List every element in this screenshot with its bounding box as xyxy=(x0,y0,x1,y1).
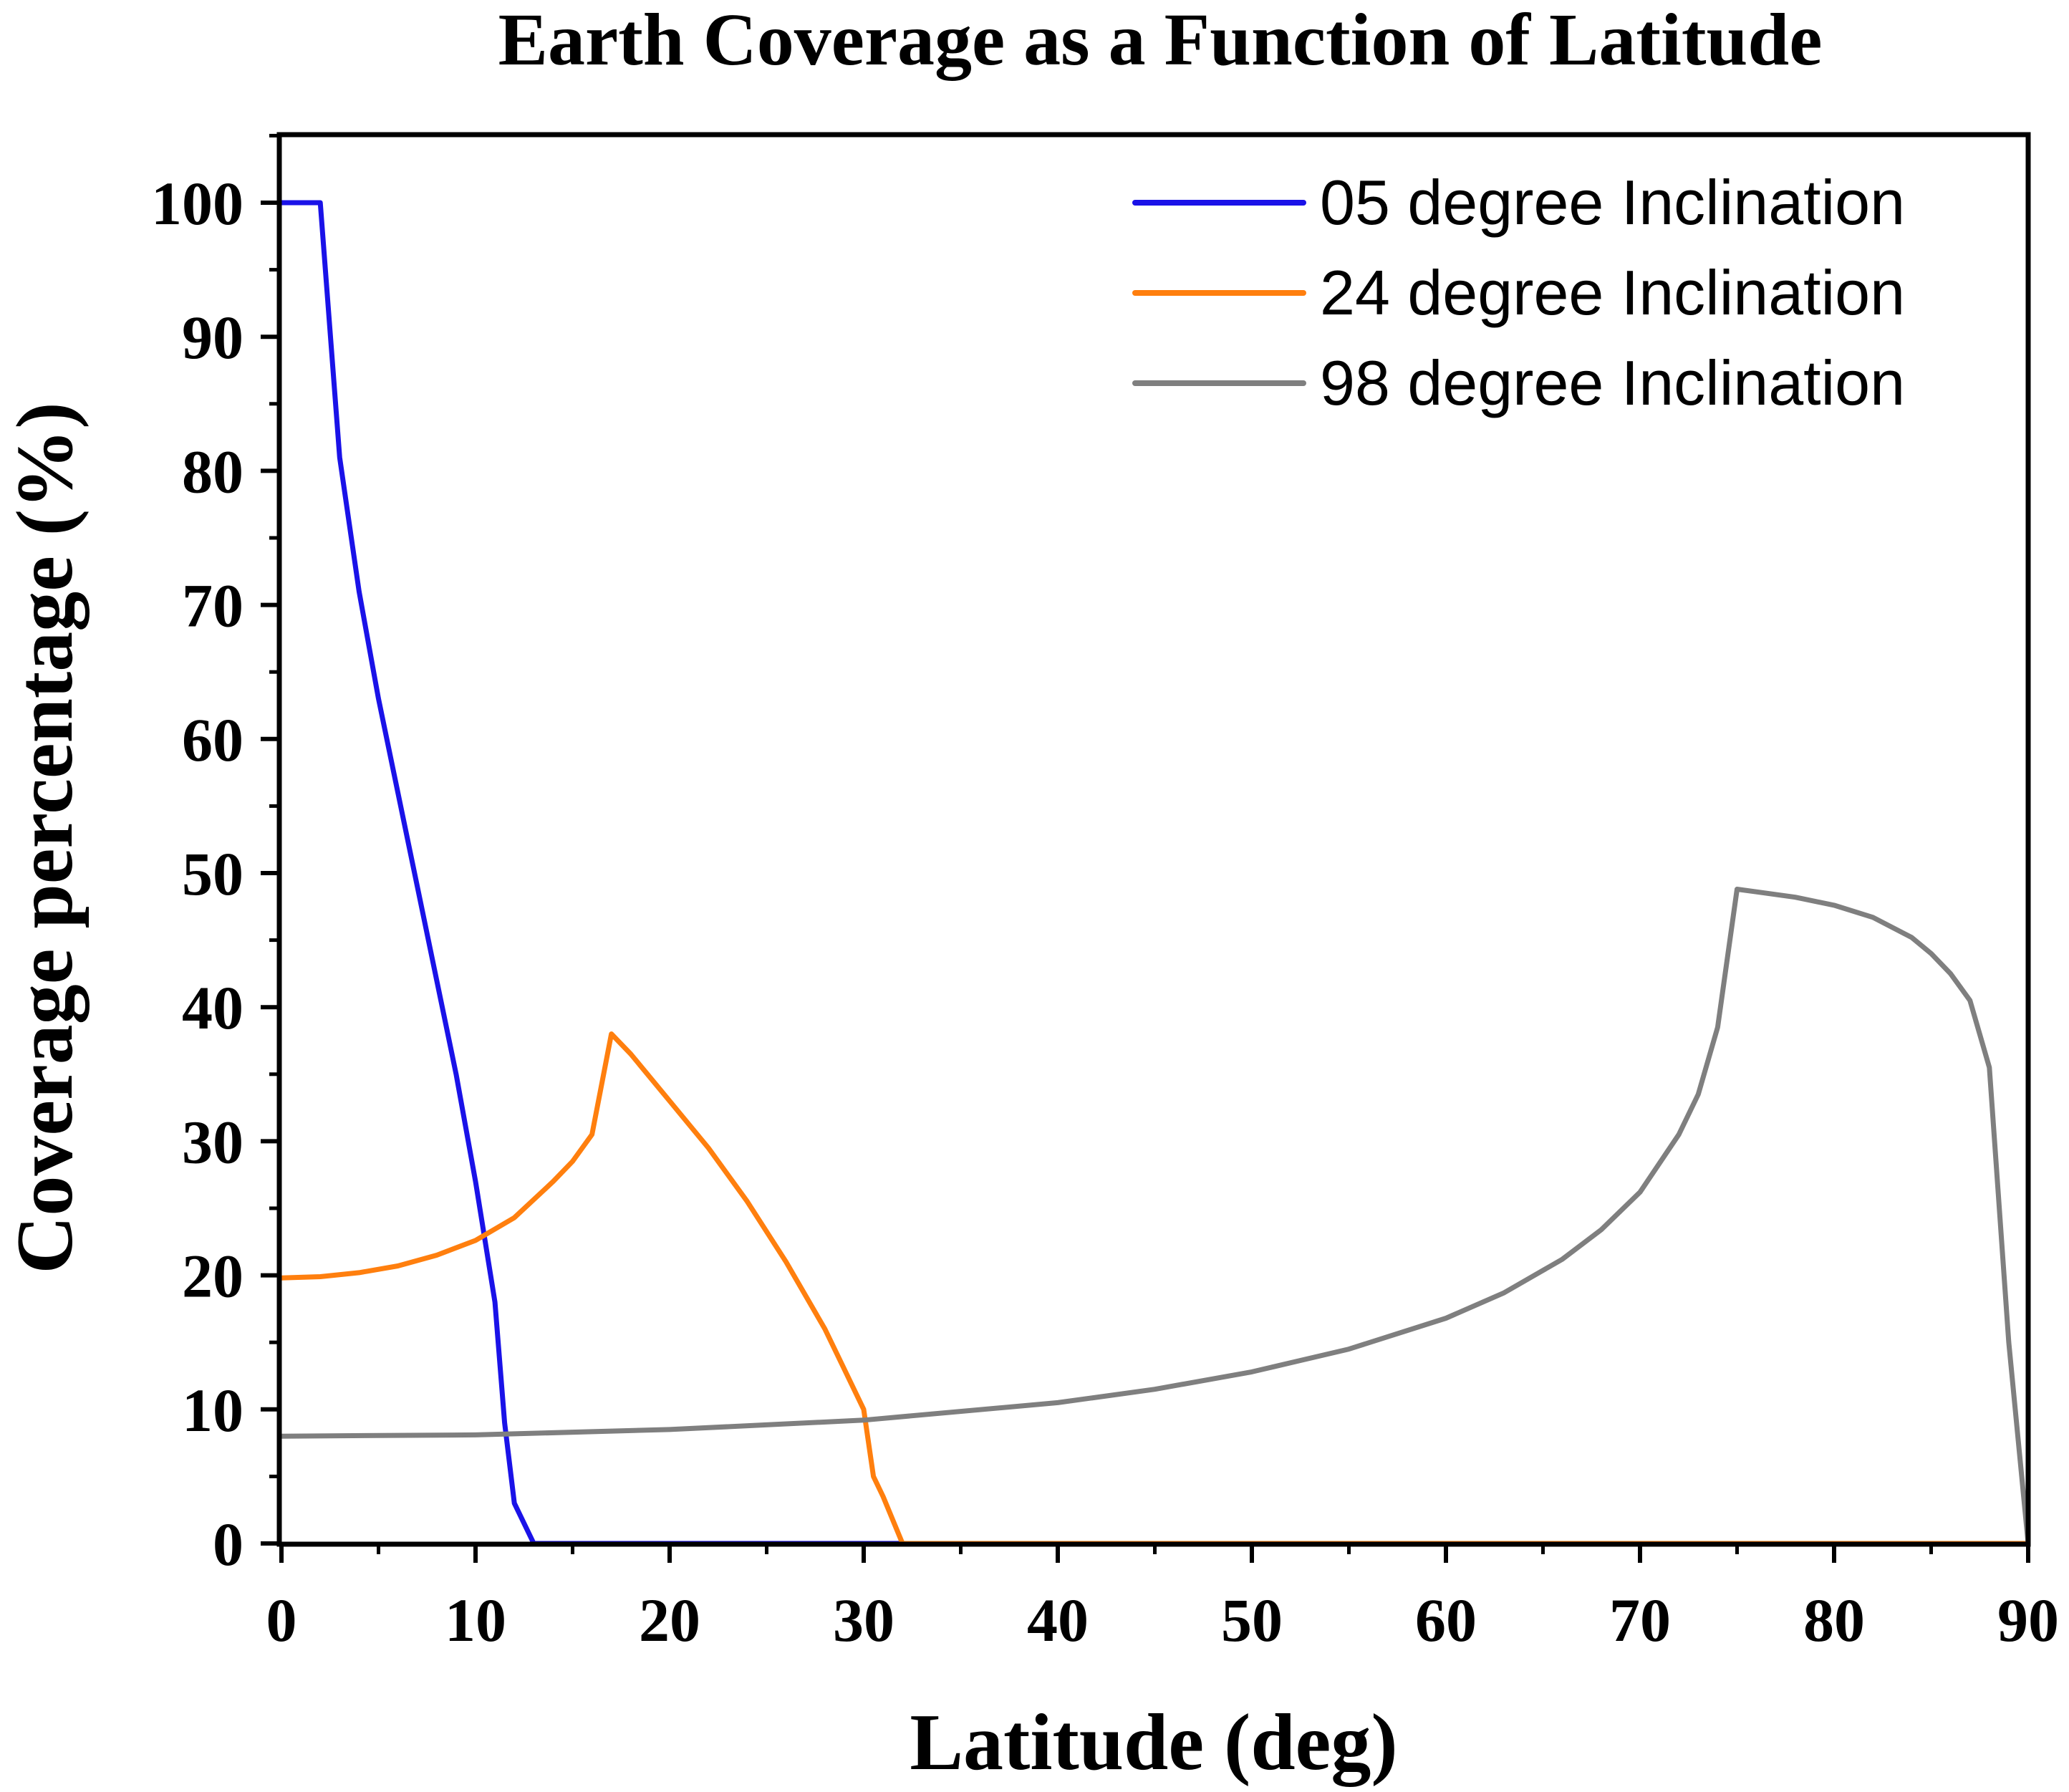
x-tick-label-20: 20 xyxy=(639,1586,700,1654)
legend: 05 degree Inclination 24 degree Inclinati… xyxy=(1132,167,1905,418)
x-tick-label-0: 0 xyxy=(266,1586,297,1654)
y-tick-label-0: 0 xyxy=(213,1510,243,1579)
axis-ticks: 0 10 20 30 40 50 60 70 80 90 0 10 20 30 40 50 60 70 80 90 10… xyxy=(151,133,2059,1654)
y-tick-label-10: 10 xyxy=(182,1376,243,1445)
x-tick-label-60: 60 xyxy=(1415,1586,1477,1654)
y-tick-label-20: 20 xyxy=(182,1242,243,1311)
chart-title: Earth Coverage as a Function of Latitude xyxy=(498,0,1823,81)
y-tick-label-100: 100 xyxy=(151,169,243,238)
x-tick-label-70: 70 xyxy=(1609,1586,1671,1654)
x-tick-label-30: 30 xyxy=(833,1586,894,1654)
x-tick-label-80: 80 xyxy=(1803,1586,1865,1654)
x-tick-label-90: 90 xyxy=(1997,1586,2059,1654)
x-tick-label-40: 40 xyxy=(1027,1586,1089,1654)
y-tick-label-80: 80 xyxy=(182,437,243,506)
legend-label-3: 98 degree Inclination xyxy=(1320,347,1905,418)
x-tick-label-50: 50 xyxy=(1221,1586,1283,1654)
x-tick-label-10: 10 xyxy=(445,1586,506,1654)
legend-label-2: 24 degree Inclination xyxy=(1320,257,1905,328)
x-axis-label: Latitude (deg) xyxy=(910,1698,1397,1787)
series-line-3 xyxy=(279,887,2031,1546)
legend-label-1: 05 degree Inclination xyxy=(1320,167,1905,238)
y-tick-label-30: 30 xyxy=(182,1107,243,1176)
y-tick-label-60: 60 xyxy=(182,705,243,774)
y-tick-label-90: 90 xyxy=(182,303,243,372)
y-tick-label-70: 70 xyxy=(182,572,243,640)
y-axis-label: Coverage percentage (%) xyxy=(1,402,90,1273)
y-tick-label-50: 50 xyxy=(182,839,243,908)
y-tick-label-40: 40 xyxy=(182,973,243,1042)
